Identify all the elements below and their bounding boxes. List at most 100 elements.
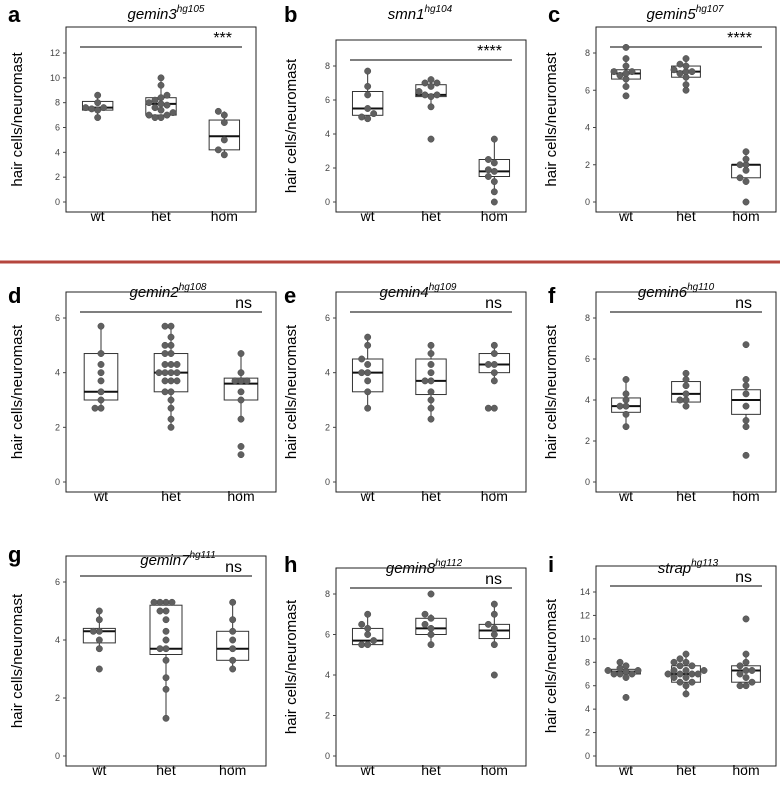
data-point [169, 109, 177, 117]
panel-title: gemin3hg105 [127, 4, 204, 23]
data-point [364, 624, 372, 632]
data-point [622, 396, 630, 404]
data-point [484, 361, 492, 368]
data-point [736, 682, 744, 690]
y-tick-label: 2 [325, 711, 330, 721]
y-tick-label: 4 [55, 147, 60, 157]
panel-label: i [548, 552, 554, 577]
box-het [145, 74, 177, 122]
title-superscript: hg113 [691, 558, 719, 569]
data-point [95, 627, 103, 635]
data-point [736, 161, 744, 169]
data-point [676, 678, 684, 686]
data-point [364, 82, 372, 90]
data-point [214, 146, 222, 154]
data-point [161, 369, 169, 377]
panel-title: gemin7hg111 [140, 550, 216, 569]
x-tick-label: wt [360, 488, 375, 504]
data-point [162, 674, 170, 682]
x-tick-label: het [421, 208, 441, 224]
panel-label: e [284, 283, 296, 308]
y-tick-label: 6 [585, 354, 590, 364]
data-point [82, 104, 90, 112]
plot-frame [335, 567, 527, 767]
data-point [364, 341, 372, 349]
y-tick-label: 8 [585, 48, 590, 58]
data-point [364, 641, 372, 649]
x-tick-label: het [151, 208, 171, 224]
data-point [490, 600, 498, 608]
data-point [161, 361, 169, 368]
data-point [97, 322, 105, 330]
data-point [670, 66, 678, 74]
data-point [622, 83, 630, 90]
panel-label: a [8, 2, 21, 27]
data-point [676, 70, 684, 77]
y-tick-label: 0 [325, 477, 330, 487]
data-point [670, 667, 678, 674]
data-point [622, 693, 630, 701]
x-tick-label: hom [732, 762, 759, 778]
title-superscript: hg108 [179, 282, 207, 293]
data-point [167, 377, 175, 385]
data-point [688, 68, 696, 76]
data-point [688, 670, 696, 678]
data-point [490, 377, 498, 385]
box-hom [216, 598, 250, 673]
data-point [237, 443, 245, 450]
data-point [229, 636, 237, 644]
x-tick-label: het [161, 488, 181, 504]
panel-a: a gemin3hg105 hair cells/neuromast 0 2 4 6 8 10 1… [8, 2, 257, 224]
data-point [616, 670, 624, 678]
data-point [358, 620, 366, 628]
data-point [167, 322, 175, 330]
data-point [167, 396, 175, 404]
x-tick-label: hom [732, 488, 759, 504]
data-point [97, 396, 105, 404]
y-tick-label: 0 [325, 197, 330, 207]
data-point [220, 119, 228, 126]
box-wt [81, 91, 114, 122]
data-point [161, 377, 169, 385]
data-point [97, 377, 105, 385]
box-het [415, 341, 447, 423]
data-point [682, 658, 690, 666]
data-point [427, 103, 435, 111]
box-wt [351, 610, 384, 649]
x-tick-label: hom [732, 208, 759, 224]
data-point [700, 667, 708, 674]
data-point [622, 43, 630, 51]
data-point [364, 67, 372, 75]
data-point [364, 333, 372, 341]
data-point [151, 96, 159, 104]
data-point [622, 62, 630, 70]
data-point [237, 350, 245, 357]
data-point [162, 636, 170, 644]
data-point [97, 388, 105, 396]
data-point [610, 670, 618, 678]
data-point [433, 91, 441, 99]
y-tick-label: 2 [325, 163, 330, 173]
x-tick-label: hom [481, 488, 508, 504]
y-tick-label: 8 [585, 313, 590, 323]
data-point [622, 55, 630, 63]
panel-g: g gemin7hg111 hair cells/neuromast 0 2 4 6 wt he… [8, 542, 267, 778]
data-point [157, 114, 165, 122]
data-point [95, 665, 103, 673]
data-point [682, 55, 690, 63]
significance-label: **** [727, 30, 752, 47]
data-point [156, 645, 164, 653]
data-point [427, 341, 435, 349]
data-point [220, 136, 228, 144]
data-point [91, 404, 99, 412]
title-main: gemin3 [127, 6, 177, 23]
data-point [688, 678, 696, 686]
x-tick-label: wt [93, 488, 108, 504]
data-point [364, 610, 372, 618]
box-hom [731, 148, 761, 206]
data-point [427, 361, 435, 368]
data-point [229, 627, 237, 635]
y-tick-label: 4 [55, 368, 60, 378]
title-main: smn1 [388, 6, 425, 23]
